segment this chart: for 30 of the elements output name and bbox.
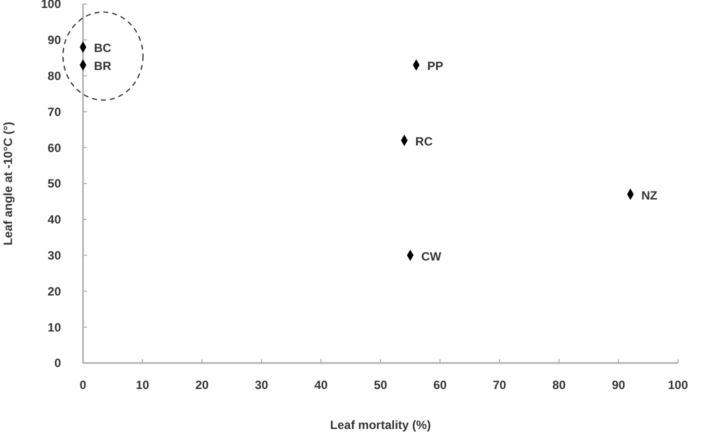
x-tick-label: 20 (195, 378, 209, 392)
y-tick-label: 50 (48, 176, 62, 191)
y-axis-title: Leaf angle at -10°C (°) (1, 122, 15, 246)
y-tick-label: 60 (48, 140, 62, 155)
annotation: BR (94, 59, 112, 74)
x-tick-label: 30 (254, 378, 268, 392)
y-tick-label: 70 (48, 104, 62, 119)
y-tick-label: 20 (48, 284, 62, 298)
annotation: NZ (641, 188, 658, 202)
annotation: PP (427, 59, 444, 74)
x-tick-label: 100 (668, 378, 688, 392)
annotation: RC (415, 134, 433, 148)
x-tick-label: 0 (80, 378, 87, 392)
x-tick-label: 80 (552, 378, 566, 392)
x-tick-label: 10 (136, 378, 150, 392)
annotation: BC (94, 41, 112, 56)
y-tick-label: 40 (48, 212, 62, 227)
x-tick-label: 70 (492, 378, 506, 392)
y-tick-label: 30 (48, 248, 62, 262)
x-tick-label: 60 (433, 378, 447, 392)
x-tick-label: 50 (374, 378, 388, 392)
annotation: CW (421, 249, 442, 264)
x-axis-title: Leaf mortality (%) (330, 418, 431, 432)
x-tick-label: 90 (612, 378, 626, 392)
y-tick-label: 90 (48, 33, 62, 48)
y-tick-label: 100 (40, 0, 62, 12)
y-tick-label: 80 (48, 69, 62, 83)
y-tick-label: 0 (54, 356, 62, 370)
y-tick-label: 10 (48, 320, 62, 334)
x-tick-label: 40 (314, 378, 328, 392)
